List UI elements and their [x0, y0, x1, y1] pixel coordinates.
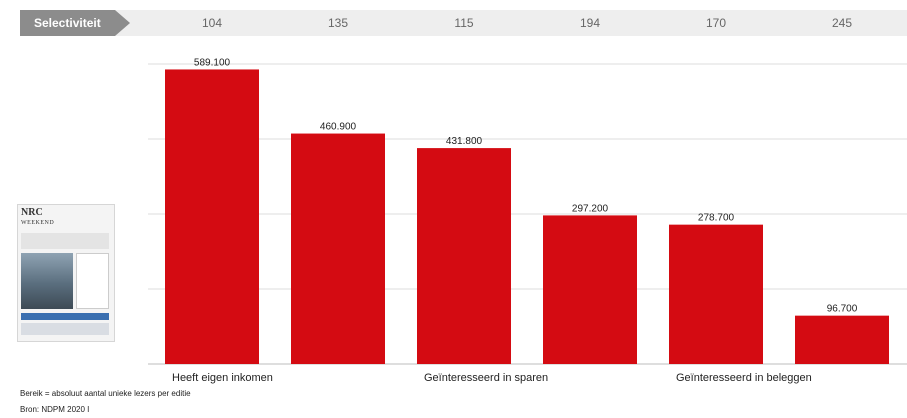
bar-1: [165, 69, 259, 364]
thumbnail-photo: [21, 253, 73, 309]
selectivity-tag: Selectiviteit: [20, 10, 130, 36]
bar-value-label-1: 589.100: [194, 57, 231, 68]
newspaper-logo: NRC WEEKEND: [21, 208, 54, 228]
logo-line-1: NRC: [21, 207, 43, 218]
bar-4: [543, 215, 637, 364]
category-label-1: Heeft eigen inkomen: [172, 372, 273, 384]
selectivity-value-5: 170: [705, 16, 727, 30]
thumbnail-side-column: [76, 253, 109, 309]
selectivity-value-6: 245: [831, 16, 853, 30]
selectivity-value-3: 115: [454, 16, 474, 30]
selectivity-value-4: 194: [579, 16, 601, 30]
bar-value-label-5: 278.700: [698, 213, 735, 224]
thumbnail-footer-banner: [21, 323, 109, 335]
selectivity-label: Selectiviteit: [34, 16, 101, 30]
selectivity-band: [20, 10, 907, 36]
bar-6: [795, 315, 889, 364]
thumbnail-header-strip: [21, 233, 109, 249]
bar-3: [417, 148, 511, 364]
thumbnail-blue-banner: [21, 313, 109, 320]
source-footnote: Bron: NDPM 2020 I: [20, 405, 90, 414]
bar-value-label-6: 96.700: [827, 304, 858, 315]
bar-2: [291, 133, 385, 364]
logo-line-2: WEEKEND: [21, 220, 55, 226]
category-label-3: Geïnteresseerd in sparen: [424, 372, 548, 384]
newspaper-thumbnail: NRC WEEKEND: [17, 204, 115, 342]
bar-5: [669, 224, 763, 364]
bar-value-label-3: 431.800: [446, 136, 483, 147]
category-label-5: Geïnteresseerd in beleggen: [676, 372, 812, 384]
bar-value-label-2: 460.900: [320, 122, 357, 133]
bar-value-label-4: 297.200: [572, 203, 609, 214]
selectivity-value-1: 104: [201, 16, 223, 30]
reach-footnote: Bereik = absoluut aantal unieke lezers p…: [20, 389, 191, 398]
selectivity-value-2: 135: [327, 16, 349, 30]
